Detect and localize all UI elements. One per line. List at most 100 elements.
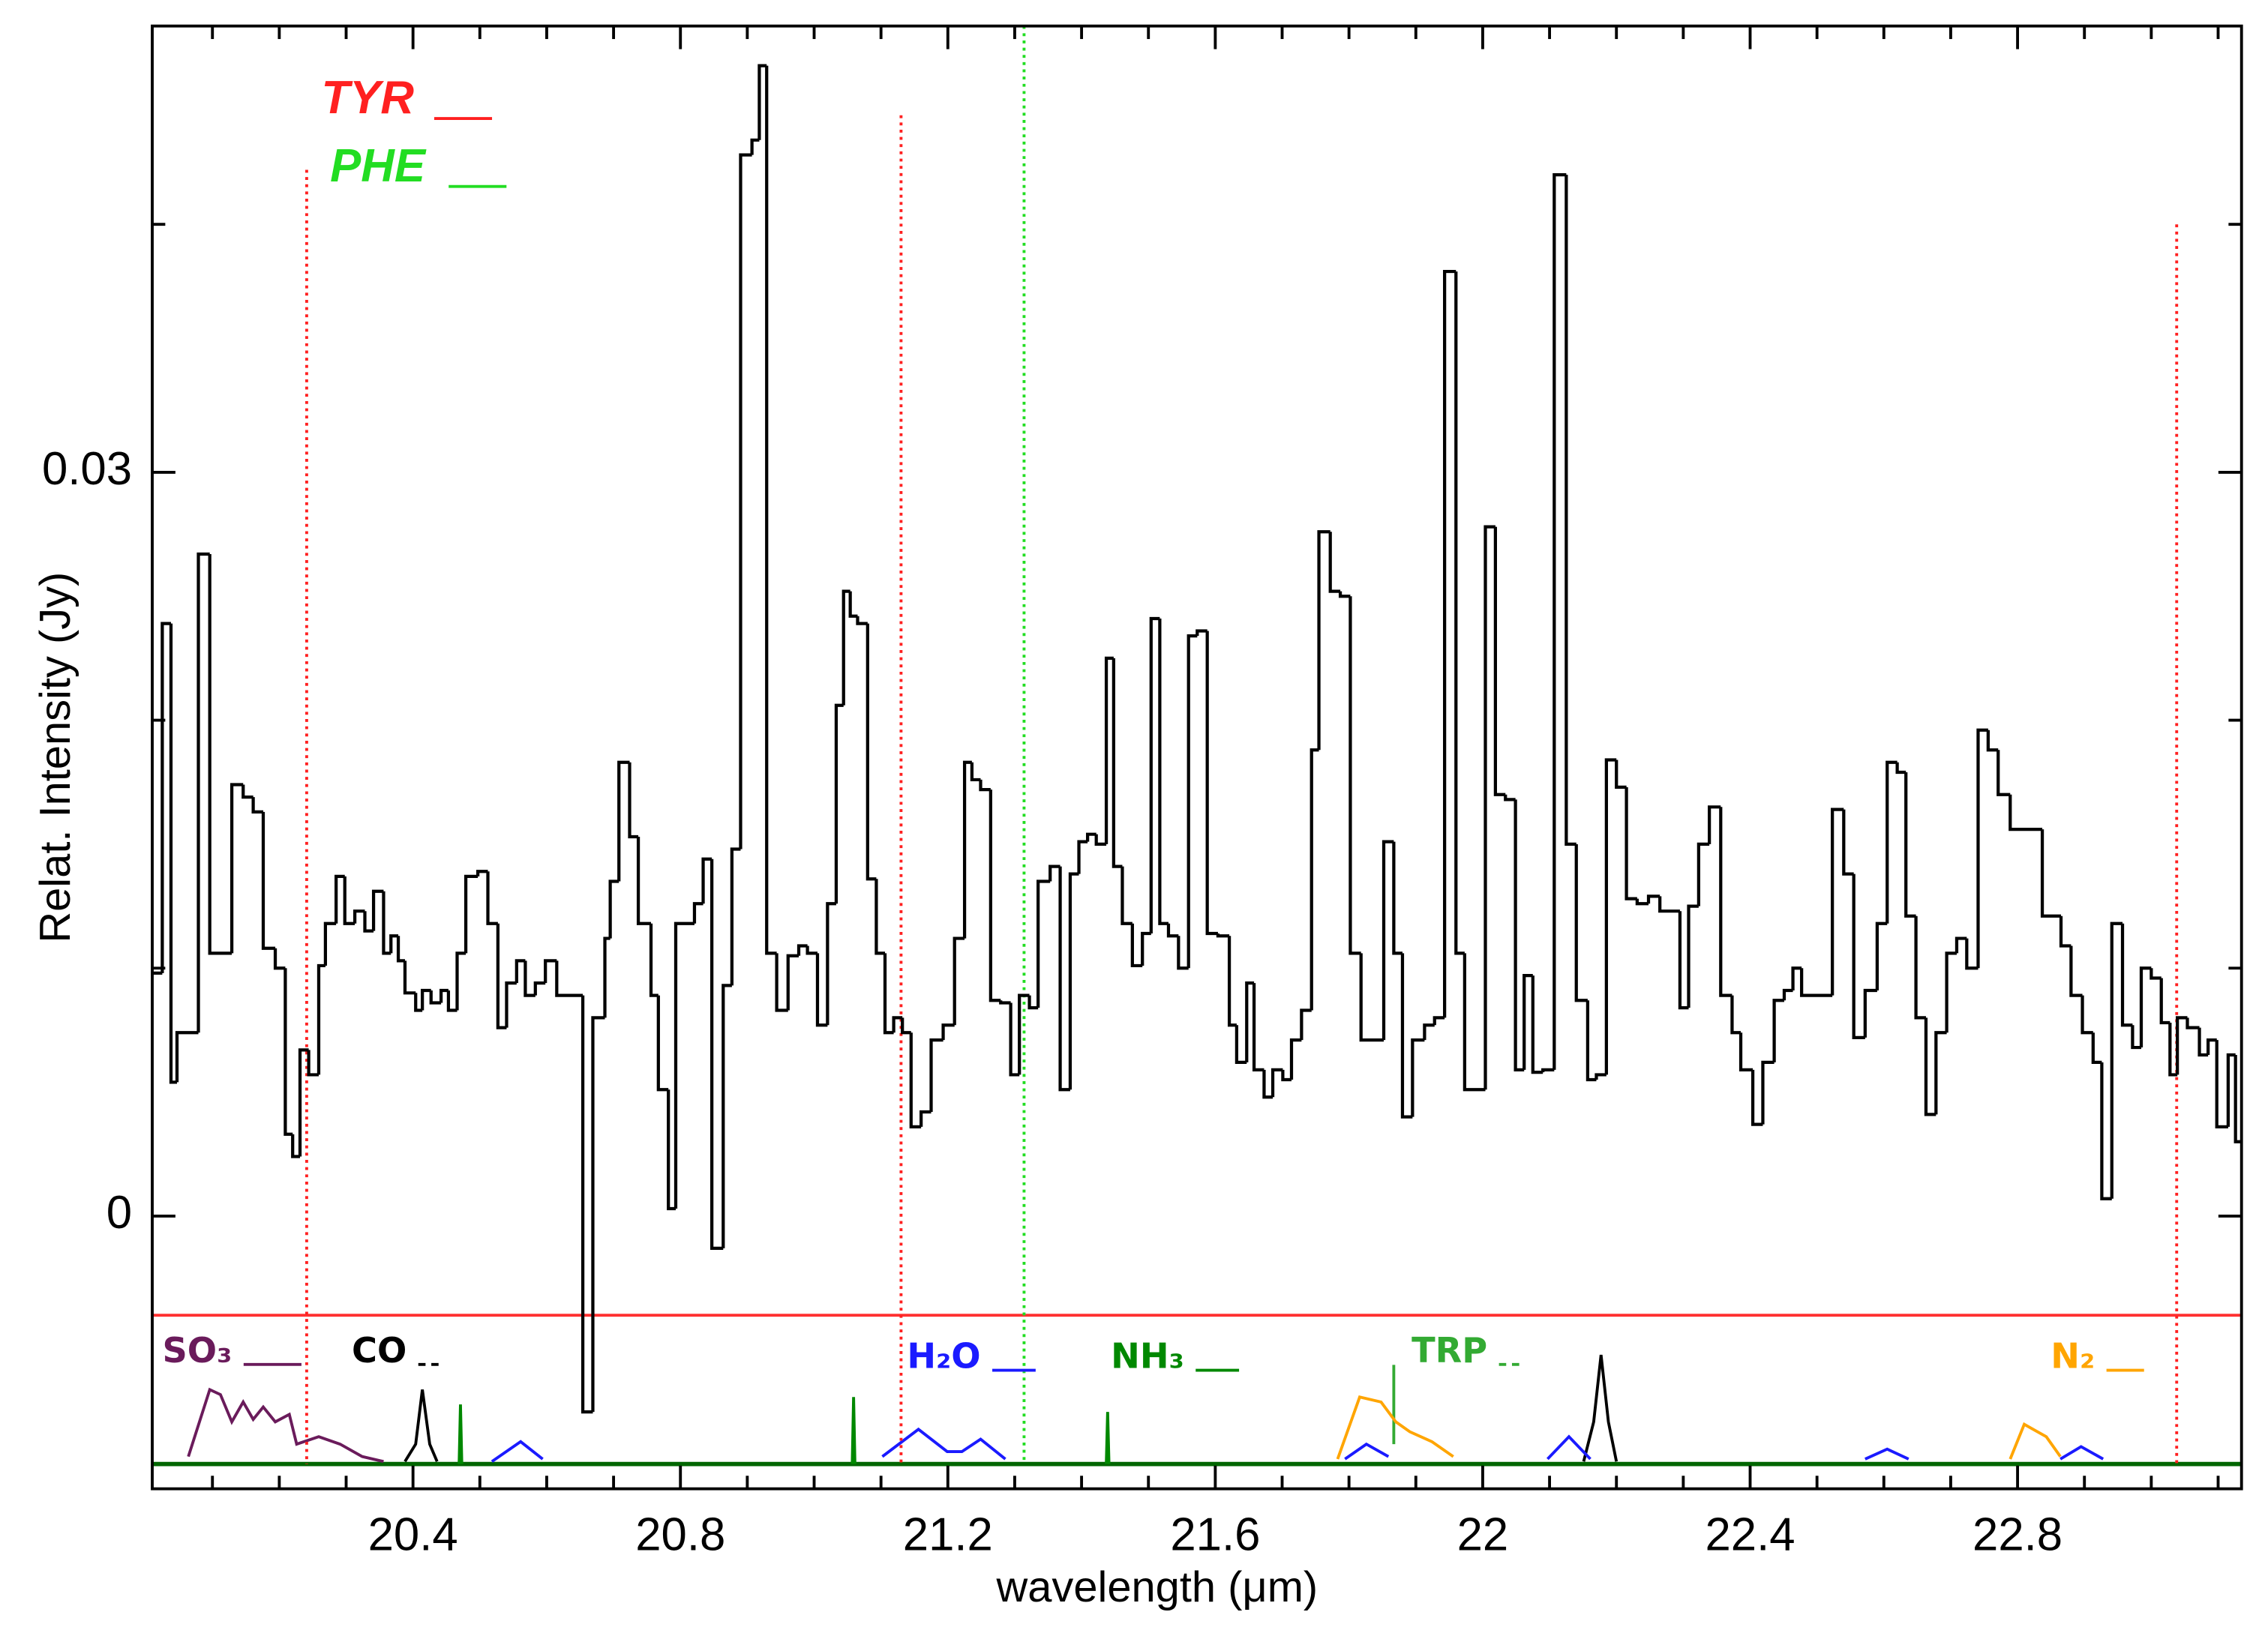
template-label: N₂	[2050, 1336, 2095, 1377]
spectrum-step	[1738, 1032, 1754, 1071]
spectrum-step	[1504, 794, 1516, 802]
spectrum-step	[298, 1048, 309, 1157]
spectrum-step	[1281, 1069, 1292, 1082]
spectrum-step	[455, 951, 466, 1011]
spectrum-step	[1085, 832, 1096, 842]
spectrum-step	[1965, 938, 1978, 970]
spectrum-step	[1245, 981, 1255, 1062]
spectrum-step	[1531, 975, 1544, 1074]
spectrum-step	[2091, 1032, 2102, 1065]
spectrum-step	[352, 909, 365, 924]
spectrum-step	[952, 936, 965, 1026]
y-tick-label: 0	[106, 1187, 132, 1239]
spectrum-step	[2198, 1027, 2209, 1057]
spectrum-step	[1009, 1002, 1020, 1077]
spectrum-step	[909, 1032, 922, 1128]
spectrum-step	[591, 1016, 605, 1413]
x-tick-label: 22.8	[1972, 1509, 2062, 1560]
spectrum-step	[1317, 530, 1330, 751]
spectrum-step	[1104, 656, 1114, 844]
spectrum-step	[291, 1134, 301, 1158]
plot-area	[152, 25, 2242, 1467]
spectrum-step	[815, 953, 828, 1027]
marker-legend-label: TYR	[322, 72, 415, 124]
spectrum-step	[363, 911, 374, 933]
spectrum-step	[1036, 879, 1051, 1008]
spectrum-step	[883, 953, 894, 1035]
spectrum-step	[2159, 978, 2170, 1025]
spectrum-step	[765, 65, 777, 955]
spectrum-step	[656, 995, 669, 1092]
spectrum-step	[2234, 1054, 2242, 1143]
spectrum-step	[806, 945, 818, 955]
spectrum-step	[1186, 634, 1198, 969]
spectrum-step	[1904, 772, 1916, 918]
spectrum-step	[667, 1089, 676, 1211]
spectrum-step	[389, 934, 399, 954]
spectrum-step	[1895, 762, 1906, 775]
spectrum-step	[486, 871, 498, 925]
spectrum-step	[892, 1016, 903, 1033]
spectrum-step	[1719, 807, 1732, 997]
spectrum-step	[1875, 921, 1888, 991]
spectrum-step	[1772, 999, 1784, 1062]
spectrum-step	[1270, 1068, 1283, 1098]
spectrum-step	[1687, 904, 1699, 1008]
spectrum-step	[1604, 758, 1617, 1075]
template-label: CO	[352, 1330, 406, 1371]
spectrum-step	[1934, 1031, 1947, 1115]
spectrum-step	[251, 797, 263, 814]
spectrum-step	[1750, 1069, 1763, 1126]
spectrum-step	[775, 953, 788, 1012]
spectrum-step	[1574, 843, 1588, 1002]
spectrum-step	[1048, 864, 1060, 882]
spectrum-step	[628, 762, 639, 839]
spectrum-step	[2040, 829, 2062, 918]
x-tick-label: 21.2	[903, 1509, 993, 1560]
spectrum-step	[1227, 936, 1237, 1027]
spectrum-step	[307, 1050, 319, 1077]
spectrum-step	[692, 902, 704, 924]
spectrum-step	[382, 891, 392, 955]
spectrum-step	[1462, 953, 1486, 1092]
spectrum-step	[242, 784, 254, 799]
spectrum-step	[544, 959, 557, 984]
spectrum-step	[2131, 1025, 2141, 1050]
spectrum-step	[1058, 866, 1070, 1092]
spectrum-step	[988, 790, 1001, 1002]
spectrum-step	[1112, 658, 1123, 868]
spectrum-step	[1624, 787, 1637, 900]
spectrum-step	[1541, 1068, 1555, 1073]
spectrum-step	[2120, 923, 2133, 1027]
spectrum-step	[284, 968, 293, 1136]
spectrum-step	[603, 936, 610, 1018]
spectrum-step	[1708, 805, 1721, 844]
spectrum-step	[1252, 983, 1264, 1071]
template-label: H₂O	[907, 1336, 980, 1377]
spectrum-step	[2176, 1016, 2188, 1075]
spectrum-step	[1158, 619, 1168, 925]
spectrum-step	[786, 954, 800, 1011]
spectrum-step	[208, 554, 232, 955]
spectrum-step	[1423, 1023, 1435, 1041]
spectrum-step	[403, 960, 416, 995]
spectrum-step	[1234, 1025, 1247, 1065]
spectrum-step	[750, 138, 760, 155]
spectrum-step	[169, 623, 177, 1084]
spectrum-step	[1028, 995, 1039, 1010]
spectrum-step	[1646, 894, 1660, 904]
spectrum-step	[1068, 872, 1079, 1090]
spectrum-step	[739, 153, 752, 849]
template-curve	[187, 1387, 384, 1464]
spectrum-step	[414, 993, 423, 1012]
spectrum-step	[710, 858, 724, 1251]
spectrum-step	[962, 760, 972, 939]
spectrum-step	[636, 836, 652, 925]
spectrum-step	[970, 762, 981, 782]
spectrum-step	[1359, 953, 1384, 1042]
spectrum-step	[1914, 915, 1926, 1020]
spectrum-step	[1514, 799, 1525, 1071]
